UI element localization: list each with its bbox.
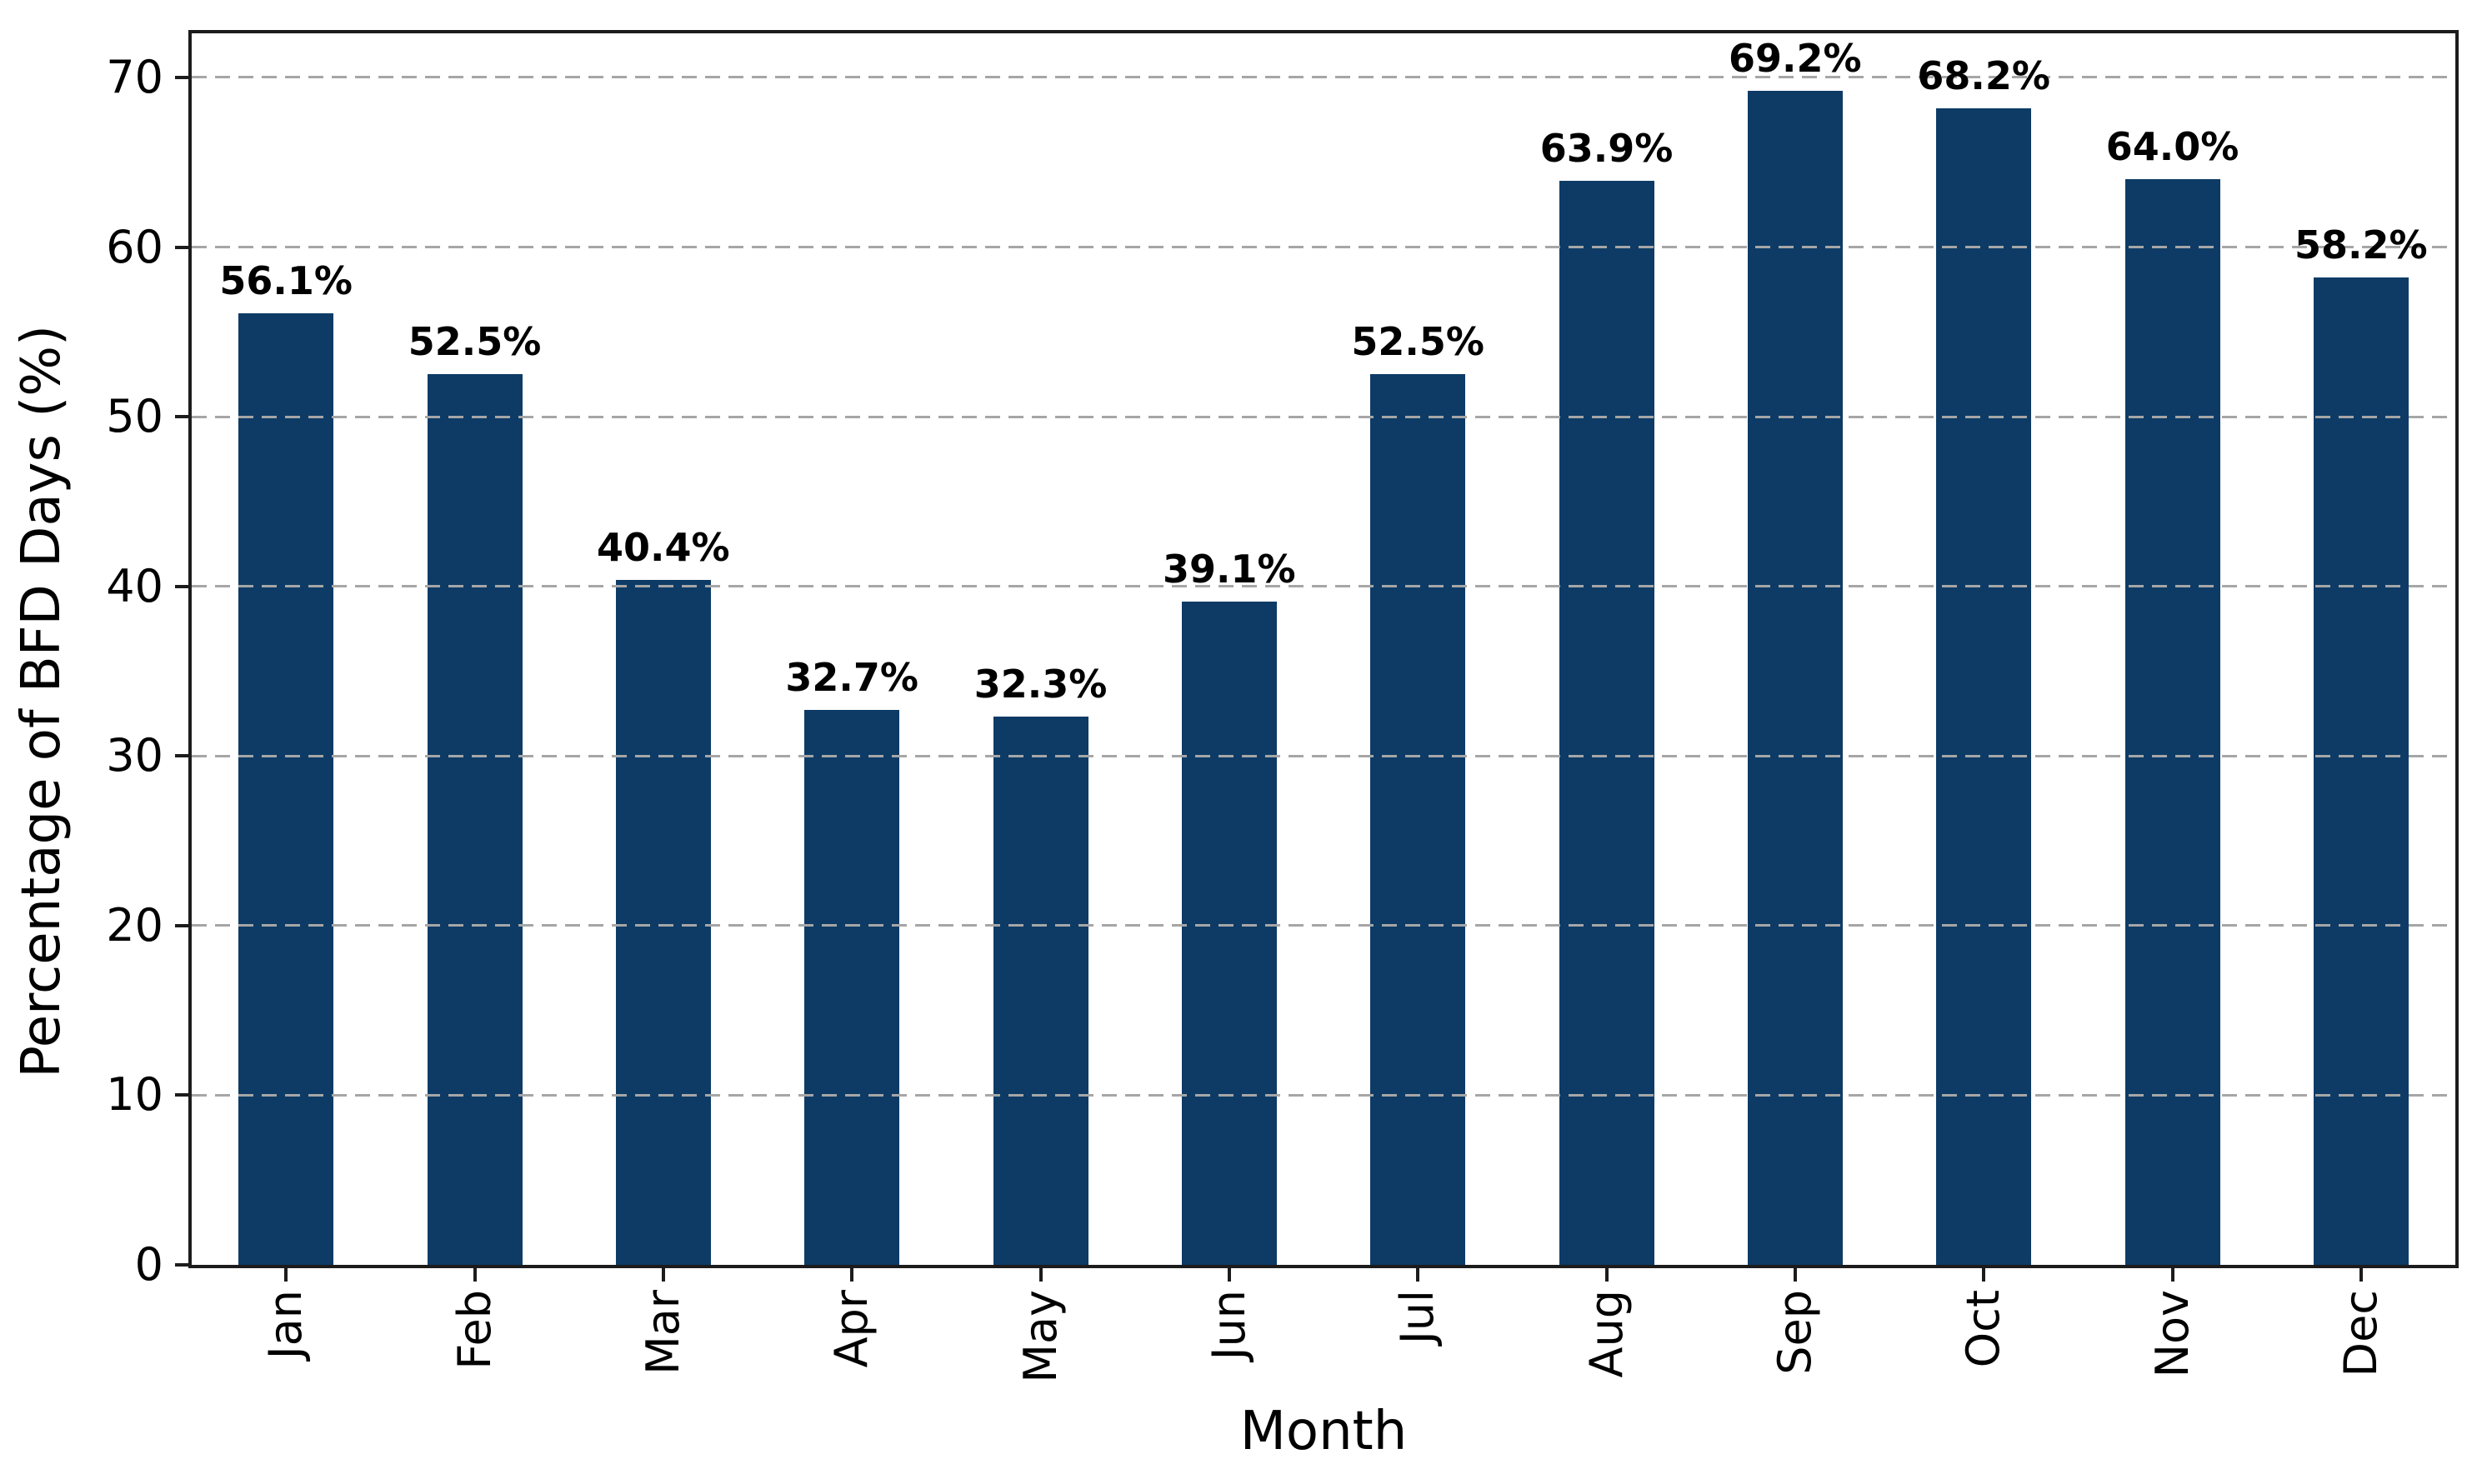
x-tick-mark — [1982, 1268, 1986, 1282]
bar — [1559, 181, 1654, 1265]
bar — [615, 579, 711, 1265]
bar — [2313, 277, 2409, 1265]
y-tick-label: 60 — [106, 220, 163, 273]
bar-value-label: 52.5% — [408, 319, 542, 365]
y-tick-mark — [175, 245, 188, 249]
bar — [2124, 179, 2220, 1265]
bar — [1936, 107, 2032, 1265]
y-tick-label: 0 — [134, 1238, 163, 1291]
x-tick-label: Feb — [448, 1290, 501, 1370]
y-tick-mark — [175, 584, 188, 588]
x-tick-label: Jan — [259, 1290, 313, 1360]
bar-value-label: 64.0% — [2105, 124, 2239, 170]
x-tick-label: Oct — [1957, 1290, 2010, 1368]
bar — [1747, 91, 1843, 1265]
gridline — [192, 76, 2455, 79]
x-tick-mark — [1604, 1268, 1609, 1282]
x-tick-mark — [473, 1268, 477, 1282]
x-tick-label: Jul — [1391, 1290, 1444, 1345]
x-tick-label: May — [1013, 1290, 1067, 1383]
y-tick-mark — [175, 75, 188, 79]
x-tick-label: Apr — [825, 1290, 878, 1368]
bar-value-label: 52.5% — [1351, 319, 1484, 365]
x-tick-mark — [1416, 1268, 1420, 1282]
bar — [804, 710, 900, 1265]
gridline — [192, 924, 2455, 927]
x-tick-mark — [2359, 1268, 2363, 1282]
y-tick-label: 30 — [106, 729, 163, 782]
y-tick-mark — [175, 415, 188, 419]
y-tick-mark — [175, 754, 188, 758]
y-tick-mark — [175, 1263, 188, 1267]
bar — [238, 312, 334, 1265]
bar — [1370, 374, 1466, 1265]
bar-value-label: 63.9% — [1539, 126, 1674, 172]
x-tick-mark — [1793, 1268, 1797, 1282]
bar — [427, 374, 523, 1265]
y-tick-label: 10 — [106, 1068, 163, 1122]
x-tick-mark — [1227, 1268, 1231, 1282]
y-tick-label: 70 — [106, 50, 163, 103]
x-tick-label: Aug — [1579, 1290, 1633, 1378]
bar-value-label: 56.1% — [219, 257, 353, 303]
y-tick-label: 20 — [106, 898, 163, 952]
plot-area: 56.1% 52.5% 40.4% 32.7% 32.3% 39.1% 52.5% 63.9%… — [188, 30, 2459, 1268]
x-tick-mark — [661, 1268, 665, 1282]
x-tick-label: Nov — [2145, 1290, 2199, 1378]
bar-value-label: 39.1% — [1163, 547, 1296, 592]
gridline — [192, 415, 2455, 418]
bar — [1181, 602, 1277, 1265]
bar — [993, 717, 1088, 1265]
bar-value-label: 32.3% — [973, 662, 1108, 707]
y-tick-label: 40 — [106, 559, 163, 612]
y-tick-label: 50 — [106, 390, 163, 443]
bar-value-label: 69.2% — [1729, 36, 1862, 82]
bar-value-label: 68.2% — [1917, 52, 2050, 98]
x-tick-mark — [1038, 1268, 1043, 1282]
x-tick-label: Dec — [2334, 1290, 2387, 1377]
bar-value-label: 32.7% — [785, 655, 918, 701]
x-tick-mark — [850, 1268, 854, 1282]
y-tick-mark — [175, 923, 188, 927]
x-tick-mark — [2170, 1268, 2174, 1282]
x-tick-label: Sep — [1768, 1290, 1821, 1375]
gridline — [192, 1093, 2455, 1097]
gridline — [192, 754, 2455, 757]
x-tick-label: Mar — [636, 1290, 689, 1375]
bar-value-label: 40.4% — [597, 524, 730, 570]
y-tick-mark — [175, 1093, 188, 1097]
gridline — [192, 246, 2455, 248]
x-axis-label: Month — [1239, 1401, 1408, 1462]
x-tick-label: Jun — [1202, 1290, 1255, 1361]
x-tick-mark — [284, 1268, 288, 1282]
bar-value-label: 58.2% — [2294, 222, 2428, 268]
gridline — [192, 585, 2455, 588]
